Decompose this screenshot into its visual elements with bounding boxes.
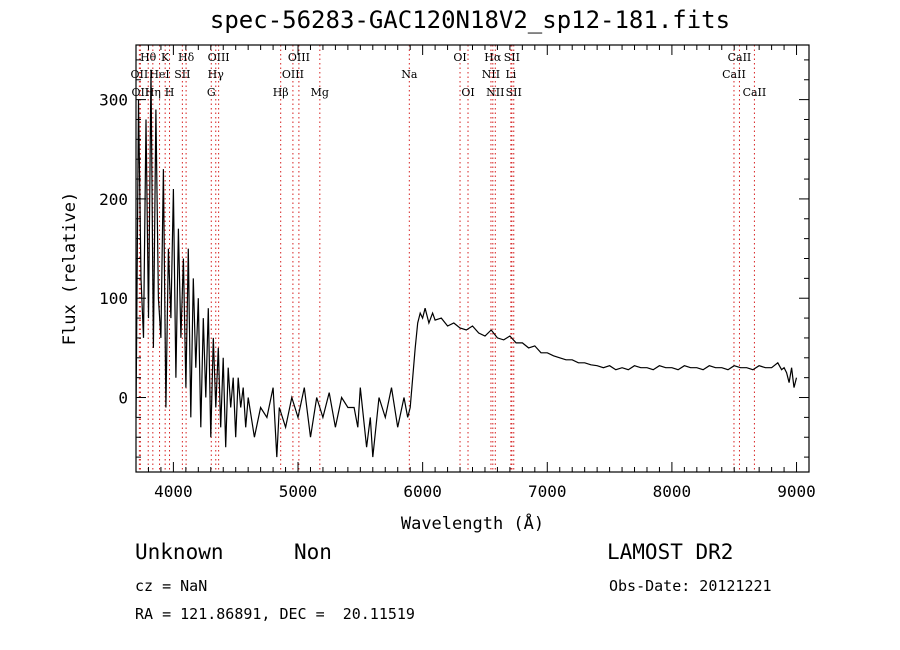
line-label-7: SII: [174, 68, 190, 81]
survey-name: LAMOST DR2: [607, 540, 734, 564]
line-label-13: OIII: [282, 68, 304, 81]
line-label-3: Hη: [145, 86, 161, 99]
y-tick-label: 300: [99, 91, 128, 110]
spectral-subclass: Non: [294, 540, 332, 564]
line-label-24: SII: [506, 86, 522, 99]
line-label-22: Li: [505, 68, 516, 81]
line-label-9: OIII: [208, 51, 230, 64]
line-label-21: NII: [486, 86, 504, 99]
y-axis-ticks: 0 100 200 300: [99, 59, 809, 458]
spectral-class: Unknown: [135, 540, 224, 564]
x-axis-label: Wavelength (Å): [401, 512, 544, 534]
y-tick-label: 0: [118, 389, 128, 408]
x-tick-label: 8000: [653, 482, 692, 501]
line-label-8: Hδ: [178, 51, 195, 64]
x-tick-label: 6000: [403, 482, 442, 501]
coordinates: RA = 121.86891, DEC = 20.11519: [135, 605, 415, 623]
line-label-17: OI: [453, 51, 466, 64]
line-label-20: Hα: [484, 51, 502, 64]
redshift-value: cz = NaN: [135, 577, 208, 595]
x-tick-label: 9000: [777, 482, 816, 501]
line-label-27: CaII: [743, 86, 767, 99]
observation-date: Obs-Date: 20121221: [609, 577, 772, 595]
line-label-2: Hθ: [140, 51, 157, 64]
y-tick-label: 200: [99, 190, 128, 209]
line-label-23: SII: [504, 51, 520, 64]
x-tick-label: 4000: [154, 482, 193, 501]
line-label-0: OII: [131, 68, 149, 81]
spectral-line-markers: [138, 45, 755, 472]
line-label-18: OI: [461, 86, 474, 99]
spectrum-line: [135, 69, 798, 458]
line-label-14: OIII: [288, 51, 310, 64]
line-label-15: Mg: [311, 86, 329, 99]
chart-title: spec-56283-GAC120N18V2_sp12-181.fits: [209, 6, 731, 34]
line-label-26: CaII: [728, 51, 752, 64]
line-label-19: NII: [482, 68, 500, 81]
line-label-16: Na: [401, 68, 418, 81]
line-label-4: HeI: [149, 68, 169, 81]
line-label-25: CaII: [722, 68, 746, 81]
y-axis-label: Flux (relative): [60, 192, 80, 346]
line-label-12: Hβ: [273, 86, 289, 99]
y-tick-label: 100: [99, 289, 128, 308]
line-label-5: K: [161, 51, 170, 64]
line-label-6: H: [165, 86, 175, 99]
x-tick-label: 7000: [528, 482, 567, 501]
x-tick-label: 5000: [279, 482, 318, 501]
x-axis-ticks: 4000 5000 6000 7000 8000 9000: [147, 45, 816, 501]
line-label-11: G: [207, 86, 216, 99]
line-label-10: Hγ: [208, 68, 225, 81]
